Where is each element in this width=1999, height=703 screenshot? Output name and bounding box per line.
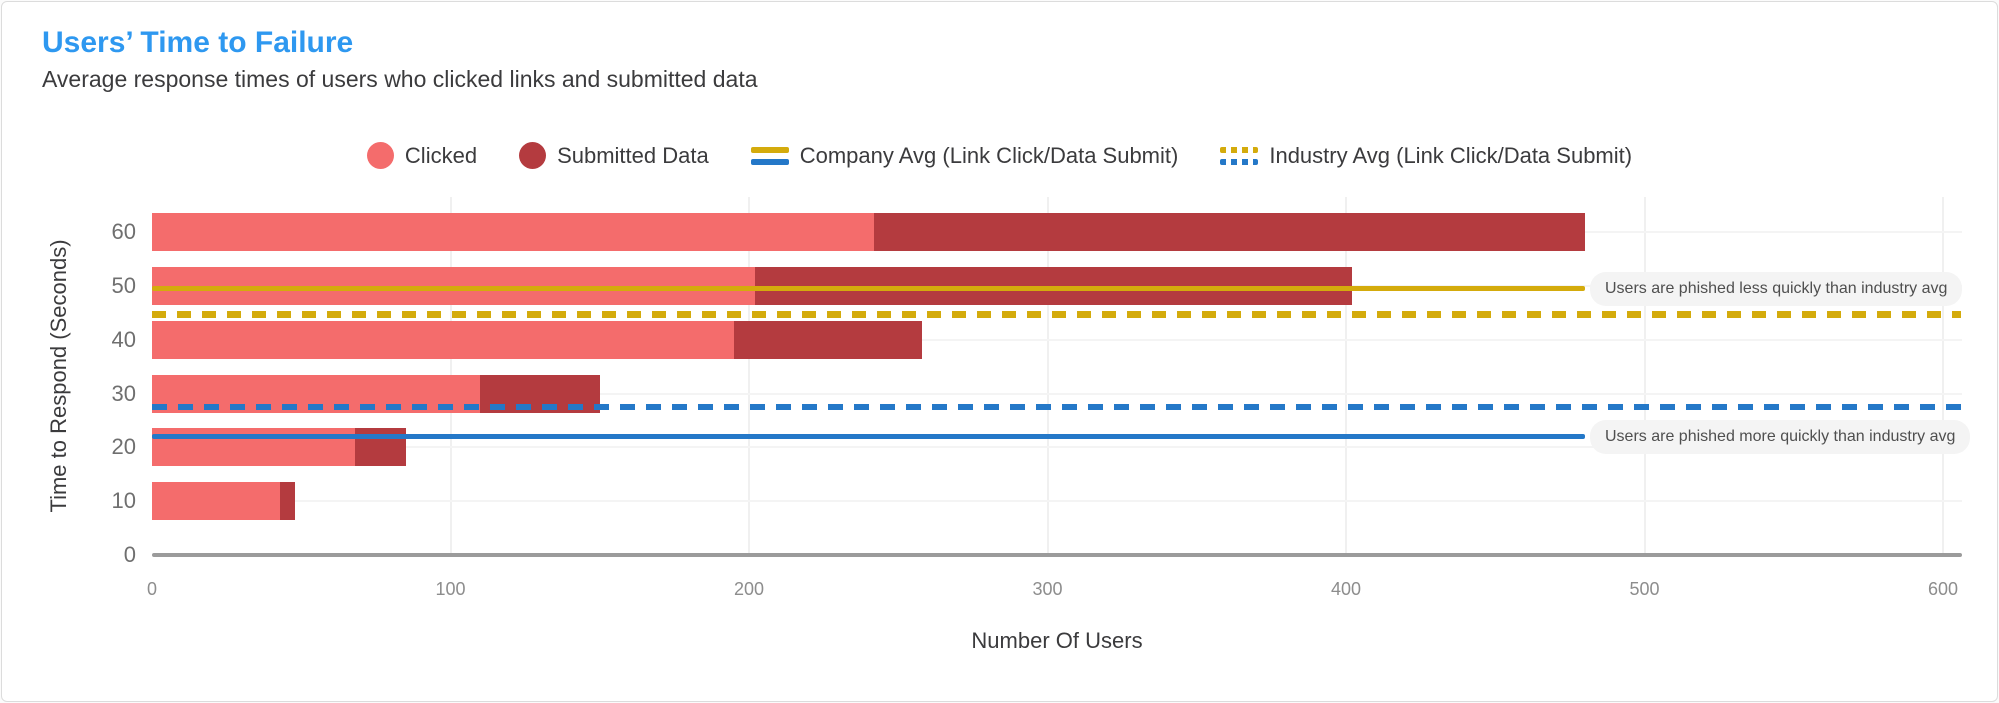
bar-segment-clicked[interactable] bbox=[152, 482, 281, 521]
y-tick-label: 50 bbox=[111, 273, 136, 298]
x-tick-label: 200 bbox=[733, 579, 765, 599]
x-axis-baseline bbox=[152, 553, 1962, 557]
reference-line-industry-avg-link-click bbox=[152, 311, 1961, 318]
y-gridline bbox=[152, 446, 1962, 449]
page-title: Users’ Time to Failure bbox=[42, 26, 354, 59]
bar-segment-submitted[interactable] bbox=[754, 267, 1352, 305]
submitted-data-swatch-icon bbox=[519, 142, 547, 169]
legend-label: Industry Avg (Link Click/Data Submit) bbox=[1269, 142, 1633, 168]
legend-item-company-avg[interactable]: Company Avg (Link Click/Data Submit) bbox=[750, 142, 1179, 169]
bar-segment-submitted[interactable] bbox=[874, 213, 1585, 252]
legend-item-industry-avg[interactable]: Industry Avg (Link Click/Data Submit) bbox=[1220, 143, 1632, 169]
bar-segment-clicked[interactable] bbox=[152, 213, 875, 252]
legend: Clicked Submitted Data Company Avg (Link C… bbox=[2, 142, 1997, 169]
x-gridline bbox=[1345, 197, 1347, 555]
legend-item-submitted-data[interactable]: Submitted Data bbox=[519, 142, 709, 169]
x-tick-label: 300 bbox=[1032, 579, 1063, 599]
y-gridline bbox=[152, 338, 1962, 341]
x-tick-label: 500 bbox=[1629, 579, 1660, 599]
x-tick-label: 600 bbox=[1927, 579, 1959, 599]
y-axis-title: Time to Respond (Seconds) bbox=[46, 239, 71, 513]
legend-label: Company Avg (Link Click/Data Submit) bbox=[799, 142, 1179, 168]
bar-segment-clicked[interactable] bbox=[152, 320, 735, 359]
x-gridline bbox=[1643, 197, 1646, 555]
company-avg-swatch-icon bbox=[750, 146, 789, 165]
y-gridline bbox=[152, 392, 1962, 395]
legend-label: Clicked bbox=[404, 142, 478, 168]
x-tick-label: 400 bbox=[1330, 579, 1362, 599]
y-tick-label: 60 bbox=[111, 219, 136, 245]
reference-line-industry-avg-data-submit bbox=[152, 403, 1961, 410]
y-tick-label: 30 bbox=[111, 380, 136, 406]
bar-segment-submitted[interactable] bbox=[734, 320, 923, 359]
y-tick-label: 20 bbox=[111, 434, 136, 460]
plot-area: 0 100 200 300 400 500 600 60 50 40 30 20 10 0 bbox=[112, 197, 1962, 599]
x-tick-label: 0 bbox=[146, 579, 158, 599]
annotation: Users are phished less quickly than indu… bbox=[1590, 271, 1963, 306]
chart-subtitle: Average response times of users who clic… bbox=[42, 66, 758, 92]
x-gridline bbox=[1046, 197, 1049, 555]
x-tick-label: 100 bbox=[435, 579, 466, 599]
bar-segment-clicked[interactable] bbox=[152, 267, 755, 305]
y-tick-label: 40 bbox=[111, 326, 136, 352]
clicked-swatch-icon bbox=[366, 142, 394, 169]
y-gridline bbox=[152, 500, 1962, 503]
reference-line-company-avg-data-submit bbox=[152, 434, 1585, 440]
x-gridline bbox=[748, 197, 750, 555]
legend-label: Submitted Data bbox=[557, 142, 709, 168]
industry-avg-swatch-icon bbox=[1220, 146, 1259, 165]
reference-line-company-avg-link-click bbox=[152, 286, 1585, 292]
y-tick-label: 0 bbox=[123, 542, 136, 567]
x-axis-title: Number Of Users bbox=[971, 628, 1143, 653]
annotation: Users are phished more quickly than indu… bbox=[1590, 419, 1971, 454]
x-gridline bbox=[1942, 197, 1944, 555]
bar-segment-submitted[interactable] bbox=[280, 482, 296, 521]
y-tick-label: 10 bbox=[111, 488, 136, 514]
legend-item-clicked[interactable]: Clicked bbox=[366, 142, 478, 169]
